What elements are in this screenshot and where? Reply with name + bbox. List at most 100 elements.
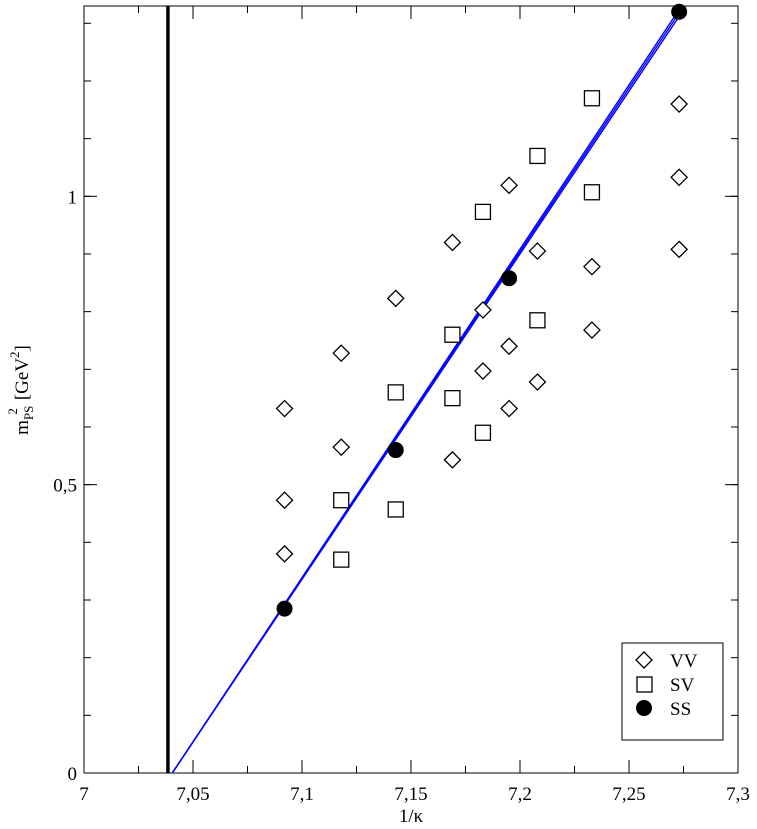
y-label-sub: PS (21, 406, 36, 420)
square-marker (583, 90, 601, 107)
y-label-sup: 2 (5, 408, 20, 415)
data-point-vv (275, 544, 294, 563)
data-point-vv (583, 321, 601, 340)
data-point-sv (333, 551, 350, 568)
diamond-marker (474, 300, 492, 319)
square-marker (387, 384, 404, 401)
data-point-sv (333, 492, 350, 509)
square-marker (474, 203, 492, 221)
fit-lines (171, 9, 680, 773)
data-point-vv (583, 257, 601, 276)
data-point-vv (670, 95, 689, 113)
data-point-vv (500, 337, 519, 356)
data-points (275, 3, 689, 617)
x-tick-label: 7,15 (394, 784, 427, 805)
data-point-sv (529, 147, 546, 165)
diamond-marker (275, 399, 294, 418)
data-point-vv (443, 450, 462, 469)
data-point-vv (275, 491, 294, 510)
data-point-sv (474, 203, 492, 221)
data-point-vv (500, 399, 519, 418)
square-marker (474, 424, 492, 441)
data-point-ss (501, 270, 518, 287)
diamond-marker (583, 321, 601, 340)
square-marker (387, 501, 404, 518)
filled-circle-marker (671, 3, 688, 20)
data-point-ss (671, 3, 688, 20)
diamond-marker (500, 337, 519, 356)
diamond-marker (500, 176, 519, 195)
diamond-marker (528, 373, 547, 391)
legend-item-ss: SS (636, 699, 691, 720)
x-tick-label: 7,3 (726, 784, 750, 805)
data-point-ss (387, 442, 404, 459)
y-tick-label: 1 (68, 187, 78, 208)
data-point-vv (474, 300, 492, 319)
data-point-vv (275, 399, 294, 418)
data-point-vv (474, 362, 492, 380)
y-label-unit-sup: 2 (7, 351, 22, 358)
data-point-vv (332, 438, 351, 457)
diamond-marker (670, 240, 689, 259)
data-point-vv (443, 233, 462, 252)
data-point-sv (387, 384, 404, 401)
data-point-vv (500, 176, 519, 195)
data-point-sv (387, 501, 404, 518)
x-axis-label: 1/κ (399, 806, 424, 827)
data-point-sv (444, 390, 461, 407)
filled-circle-marker (387, 442, 404, 459)
data-point-ss (276, 600, 293, 617)
square-marker (529, 147, 546, 165)
x-tick-label: 7,25 (612, 784, 645, 805)
filled-circle-marker (276, 600, 293, 617)
data-point-sv (474, 424, 492, 441)
x-tick-label: 7,05 (176, 784, 209, 805)
data-point-vv (670, 168, 689, 187)
y-tick-label: 0,5 (53, 476, 77, 497)
diamond-marker (275, 491, 294, 510)
square-marker (444, 326, 461, 343)
square-marker (333, 492, 350, 509)
square-marker (333, 551, 350, 568)
data-point-sv (444, 326, 461, 343)
y-tick-label: 0 (68, 764, 78, 785)
diamond-marker (670, 95, 689, 113)
data-point-vv (528, 373, 547, 391)
diamond-marker (500, 399, 519, 418)
data-point-vv (332, 344, 351, 363)
diamond-marker (386, 289, 405, 308)
y-label-main: m (12, 420, 33, 435)
diamond-marker (528, 242, 547, 261)
data-point-sv (583, 184, 601, 201)
y-label-unit-close: ] (12, 345, 33, 351)
data-point-sv (529, 312, 546, 329)
diamond-marker (583, 257, 601, 276)
legend: VV SV SS (621, 642, 724, 741)
legend-circle-marker (636, 700, 652, 716)
diamond-marker (275, 544, 294, 563)
x-tick-label: 7 (79, 784, 89, 805)
x-tick-label: 7,2 (508, 784, 532, 805)
legend-label-ss: SS (670, 699, 691, 720)
diamond-marker (443, 450, 462, 469)
data-point-vv (528, 242, 547, 261)
data-point-sv (583, 90, 601, 107)
axis-ticks: 7 7,05 7,1 7,15 7,2 7,25 7,3 0 0,5 1 (53, 6, 750, 805)
diamond-marker (332, 344, 351, 363)
data-point-vv (386, 289, 405, 308)
square-marker (444, 390, 461, 407)
legend-item-sv: SV (636, 675, 695, 696)
legend-item-vv: VV (635, 651, 698, 672)
diamond-marker (670, 168, 689, 187)
x-tick-label: 7,1 (290, 784, 314, 805)
square-marker (529, 312, 546, 329)
svg-text:mPS2[GeV2]: mPS2[GeV2] (5, 345, 36, 435)
legend-label-sv: SV (670, 675, 695, 696)
y-axis-label: mPS2[GeV2] (5, 345, 36, 435)
data-point-vv (670, 240, 689, 259)
legend-label-vv: VV (670, 651, 698, 672)
diamond-marker (474, 362, 492, 380)
square-marker (583, 184, 601, 201)
y-label-unit-open: [GeV (12, 358, 33, 400)
filled-circle-marker (501, 270, 518, 287)
